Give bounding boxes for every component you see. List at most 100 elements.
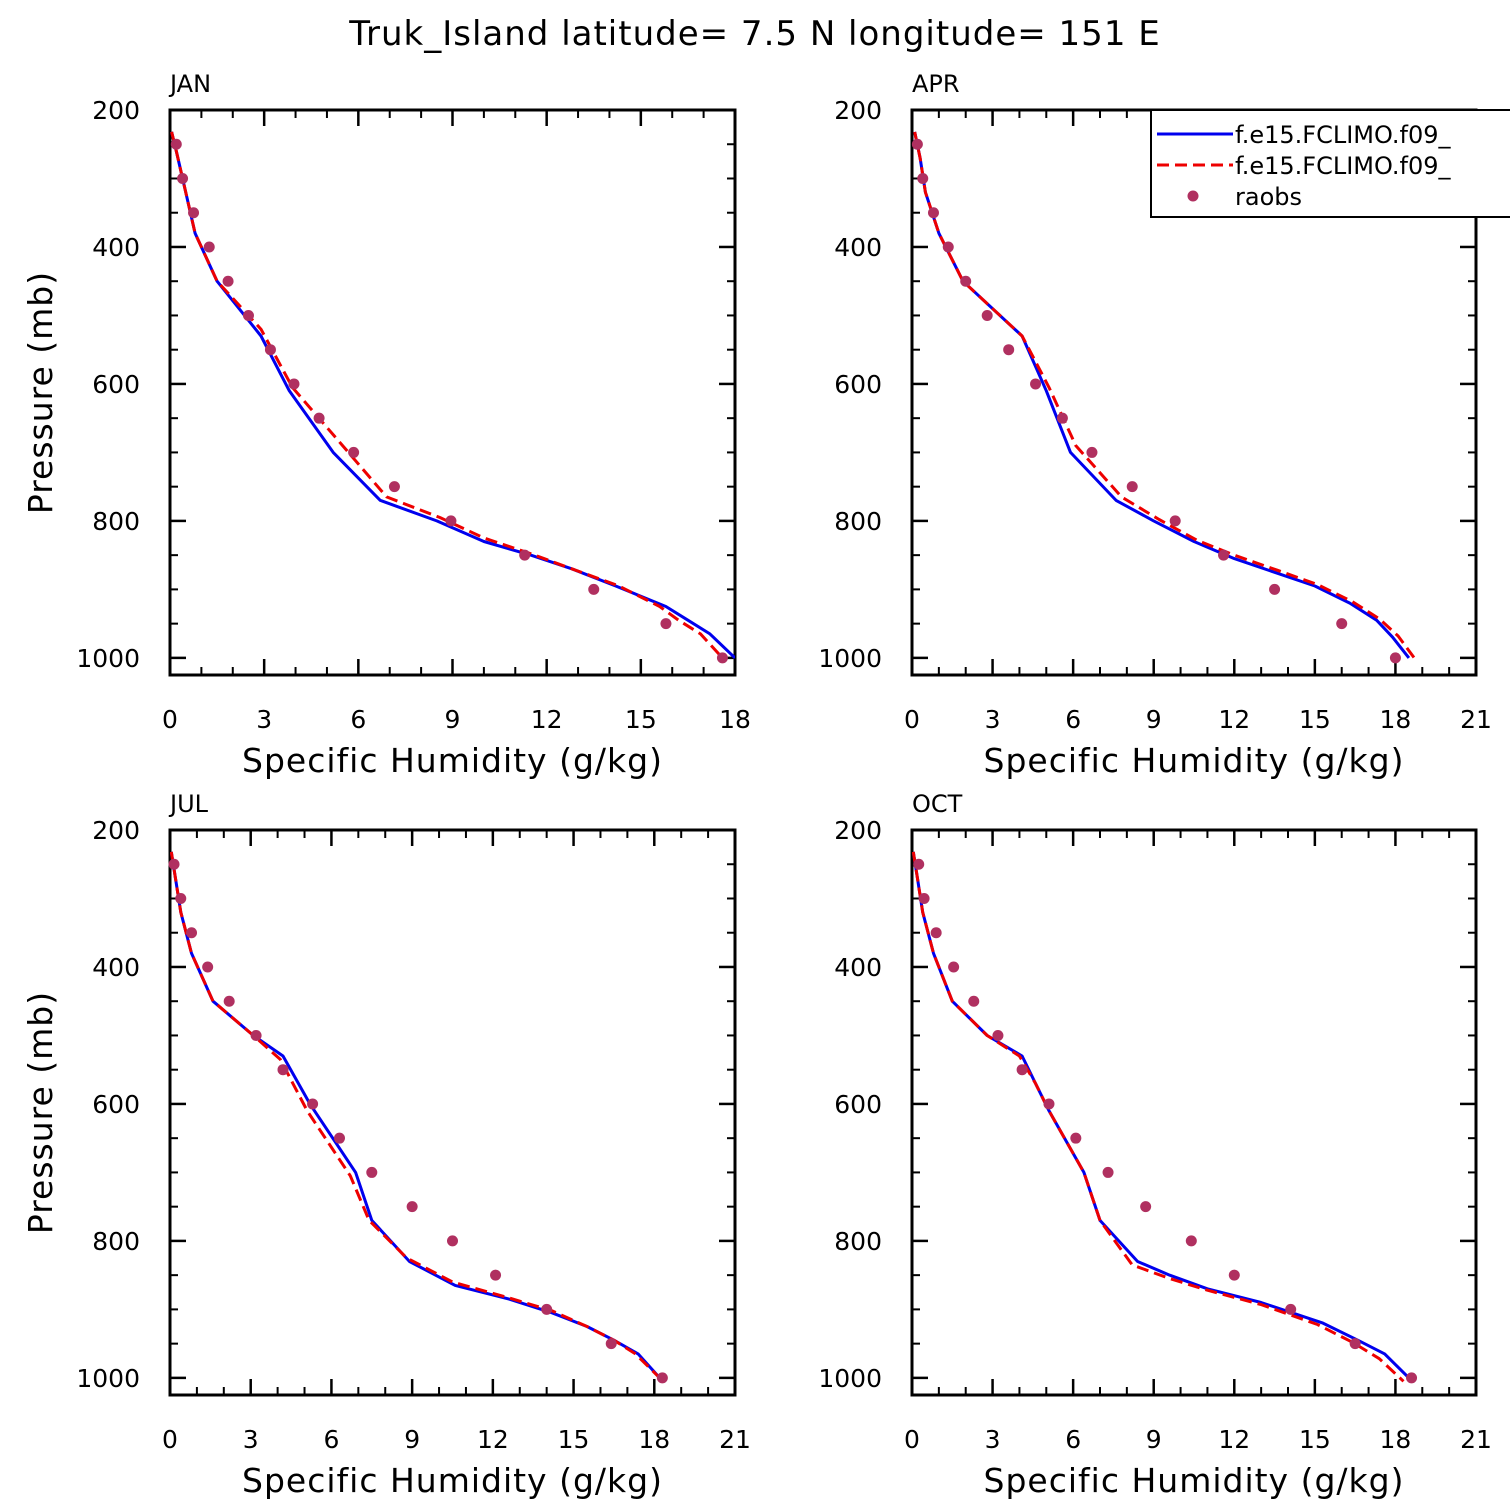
raobs-point (170, 138, 182, 150)
raobs-point (313, 412, 325, 424)
raobs-point (1349, 1338, 1361, 1350)
raobs-point (588, 583, 600, 595)
x-tick-label: 6 (350, 705, 366, 734)
raobs-point (942, 241, 954, 253)
raobs-point (186, 927, 198, 939)
raobs-point (519, 549, 531, 561)
y-tick-label: 800 (834, 1227, 882, 1256)
series-line-dashed (170, 131, 724, 659)
x-tick-label: 0 (904, 1425, 920, 1454)
y-tick-label: 200 (834, 96, 882, 125)
raobs-point (202, 961, 214, 973)
raobs-point (307, 1098, 319, 1110)
x-tick-label: 18 (638, 1425, 670, 1454)
x-tick-label: 12 (531, 705, 563, 734)
y-tick-label: 400 (834, 233, 882, 262)
y-tick-label: 400 (92, 953, 140, 982)
raobs-point (913, 858, 925, 870)
raobs-point (1336, 618, 1348, 630)
x-tick-label: 0 (162, 1425, 178, 1454)
y-tick-label: 600 (834, 370, 882, 399)
raobs-point (1016, 1064, 1028, 1076)
legend-label: f.e15.FCLIMO.f09_ (1235, 152, 1452, 180)
x-tick-label: 6 (323, 1425, 339, 1454)
y-tick-label: 400 (92, 233, 140, 262)
y-tick-label: 1000 (76, 1364, 140, 1393)
raobs-point (911, 138, 923, 150)
raobs-point (334, 1132, 345, 1144)
raobs-point (656, 1372, 668, 1384)
y-tick-label: 1000 (818, 1364, 882, 1393)
raobs-point (366, 1166, 378, 1178)
x-tick-label: 18 (1380, 705, 1412, 734)
raobs-point (716, 652, 728, 664)
x-tick-label: 9 (445, 705, 461, 734)
raobs-point (927, 207, 939, 219)
x-tick-label: 21 (1460, 705, 1492, 734)
raobs-point (264, 344, 276, 356)
panel-jul: JUL 0 3 6 9 12 15 18 21 200 400 600 800 1000 Specific … (21, 790, 751, 1500)
y-tick-label: 800 (834, 507, 882, 536)
raobs-point (1269, 583, 1281, 595)
raobs-point (175, 892, 187, 904)
raobs-point (660, 618, 672, 630)
legend: f.e15.FCLIMO.f09_ f.e15.FCLIMO.f09_raobs (1150, 109, 1510, 218)
y-axis-label: Pressure (mb) (21, 271, 60, 514)
raobs-point (1102, 1166, 1114, 1178)
x-tick-label: 3 (985, 1425, 1001, 1454)
data-layer (170, 851, 661, 1379)
x-tick-label: 3 (243, 1425, 259, 1454)
y-tick-label: 600 (92, 1090, 140, 1119)
x-tick-label: 0 (904, 705, 920, 734)
raobs-point (1086, 446, 1098, 458)
raobs-point (1406, 1372, 1418, 1384)
y-tick-label: 1000 (76, 644, 140, 673)
y-tick-label: 800 (92, 1227, 140, 1256)
panel-title: APR (912, 70, 960, 98)
figure-title: Truk_Island latitude= 7.5 N longitude= 1… (348, 14, 1161, 54)
y-tick-label: 600 (92, 370, 140, 399)
raobs-point (406, 1201, 418, 1213)
raobs-point (541, 1303, 553, 1315)
raobs-point (930, 927, 942, 939)
raobs-point (277, 1064, 289, 1076)
legend-label: raobs (1235, 183, 1302, 211)
x-tick-label: 9 (1146, 705, 1162, 734)
raobs-point (242, 309, 254, 321)
raobs-point (1218, 549, 1230, 561)
legend-marker (1187, 190, 1199, 202)
y-tick-label: 1000 (818, 644, 882, 673)
y-tick-label: 200 (92, 96, 140, 125)
raobs-point (288, 378, 300, 390)
raobs-point (960, 275, 972, 287)
raobs-point (1030, 378, 1042, 390)
y-tick-label: 200 (92, 816, 140, 845)
series-line-dashed (170, 851, 661, 1379)
series-line-solid (912, 851, 1410, 1379)
raobs-point (203, 241, 215, 253)
raobs-point (968, 995, 980, 1007)
x-tick-label: 6 (1065, 1425, 1081, 1454)
raobs-point (188, 207, 200, 219)
x-tick-label: 12 (1218, 1425, 1250, 1454)
plot-frame (168, 828, 737, 1397)
raobs-point (1140, 1201, 1152, 1213)
data-layer (912, 851, 1410, 1383)
raobs-point (222, 275, 234, 287)
raobs-point (1056, 412, 1068, 424)
raobs-point (177, 172, 189, 184)
raobs-point (1126, 481, 1138, 493)
y-tick-label: 600 (834, 1090, 882, 1119)
x-axis-label: Specific Humidity (g/kg) (984, 1461, 1405, 1500)
x-tick-label: 9 (404, 1425, 420, 1454)
raobs-point (388, 481, 400, 493)
data-layer (913, 131, 1416, 659)
x-tick-label: 12 (1218, 705, 1250, 734)
y-tick-label: 400 (834, 953, 882, 982)
raobs-point (490, 1269, 502, 1281)
panel-title: JAN (168, 70, 211, 98)
x-tick-label: 15 (1299, 705, 1331, 734)
y-tick-label: 200 (834, 816, 882, 845)
